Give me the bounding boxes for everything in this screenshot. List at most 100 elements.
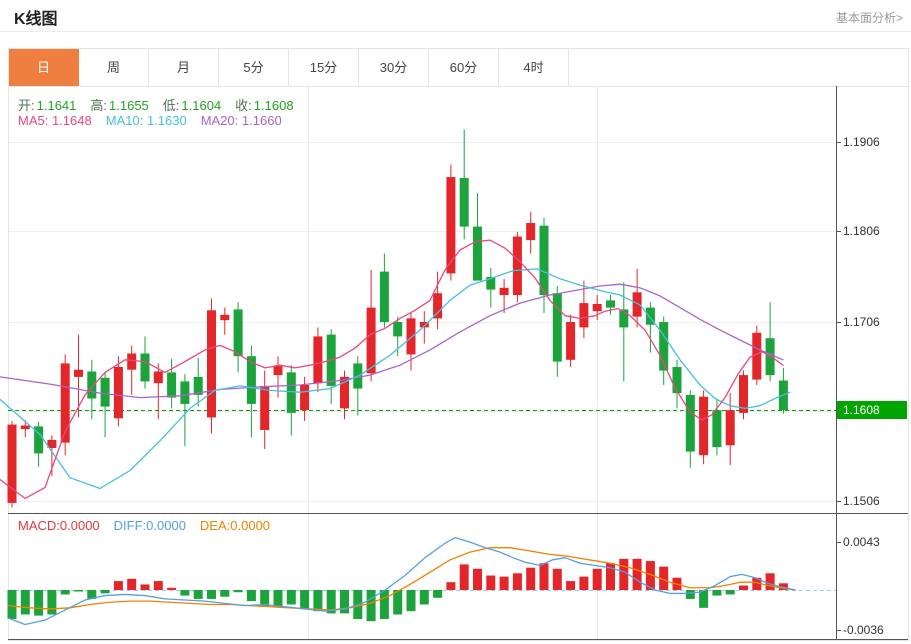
candle-body bbox=[672, 367, 682, 394]
macd-bar bbox=[539, 563, 549, 590]
candle-body bbox=[153, 371, 163, 384]
candle-body bbox=[552, 293, 562, 362]
candle-body bbox=[699, 396, 709, 456]
macd-bar bbox=[459, 564, 469, 590]
candle-body bbox=[419, 322, 429, 328]
macd-value: MACD:0.0000 bbox=[18, 518, 100, 533]
macd-bar bbox=[167, 587, 177, 590]
close-value: 收: 1.1608 bbox=[235, 98, 294, 113]
low-value: 低: 1.1604 bbox=[162, 98, 222, 113]
macd-bar bbox=[340, 590, 349, 614]
tab-day[interactable]: 日 bbox=[9, 49, 79, 86]
fundamental-analysis-link[interactable]: 基本面分析> bbox=[835, 11, 903, 25]
tab-5min[interactable]: 5分 bbox=[219, 49, 289, 86]
macd-bar bbox=[752, 577, 762, 590]
candle-body bbox=[340, 376, 349, 409]
macd-bar bbox=[313, 590, 323, 612]
macd-bar bbox=[300, 590, 310, 609]
candle-body bbox=[100, 377, 110, 407]
macd-bar bbox=[113, 581, 123, 590]
candle-body bbox=[739, 375, 748, 413]
candle-body bbox=[606, 300, 615, 308]
macd-bar bbox=[778, 583, 788, 590]
tab-4hour[interactable]: 4时 bbox=[499, 49, 569, 86]
tab-week[interactable]: 周 bbox=[79, 49, 149, 86]
macd-bar bbox=[286, 590, 296, 605]
ma5-line bbox=[0, 239, 784, 500]
macd-bar bbox=[60, 590, 70, 595]
candle-body bbox=[446, 177, 456, 274]
macd-bar bbox=[7, 590, 17, 619]
macd-bar bbox=[140, 584, 150, 590]
candle-body bbox=[526, 223, 536, 241]
macd-bar bbox=[406, 590, 416, 612]
macd-bar bbox=[499, 576, 509, 590]
ma20-value: MA20: 1.1660 bbox=[200, 113, 282, 128]
candle-body bbox=[632, 292, 642, 317]
candle-body bbox=[113, 367, 123, 419]
tab-60min[interactable]: 60分 bbox=[429, 49, 499, 86]
candle-body bbox=[127, 353, 137, 370]
candle-body bbox=[685, 394, 695, 452]
macd-tick-1: 0.0043 bbox=[843, 535, 880, 549]
candle-body bbox=[752, 332, 762, 380]
candle-body bbox=[539, 225, 549, 295]
candle-body bbox=[207, 310, 216, 418]
macd-bar bbox=[725, 590, 735, 595]
candle-body bbox=[579, 303, 589, 328]
macd-bar bbox=[606, 563, 615, 590]
diff-value: DIFF:0.0000 bbox=[113, 518, 186, 533]
price-tick-4: 1.1506 bbox=[843, 494, 880, 508]
macd-tick-2: -0.0036 bbox=[843, 623, 884, 637]
candle-body bbox=[473, 226, 482, 281]
macd-legend: MACD:0.0000 DIFF:0.0000 DEA:0.0000 bbox=[18, 518, 270, 533]
macd-bar bbox=[273, 590, 283, 607]
macd-bar bbox=[632, 558, 642, 590]
macd-bar bbox=[326, 590, 336, 614]
candle-body bbox=[619, 309, 629, 328]
macd-bar bbox=[712, 590, 722, 596]
candle-body bbox=[233, 309, 243, 357]
candle-body bbox=[47, 439, 57, 448]
macd-bar bbox=[685, 590, 695, 599]
macd-bar bbox=[566, 581, 576, 590]
tab-30min[interactable]: 30分 bbox=[359, 49, 429, 86]
macd-bar bbox=[100, 590, 110, 594]
candle-body bbox=[366, 307, 376, 374]
candle-body bbox=[459, 178, 469, 227]
kline-chart-svg bbox=[0, 86, 909, 641]
dea-value: DEA:0.0000 bbox=[199, 518, 271, 533]
macd-bar bbox=[379, 590, 389, 619]
macd-bar bbox=[180, 590, 190, 596]
macd-bar bbox=[153, 581, 163, 590]
candle-body bbox=[645, 307, 655, 325]
candle-body bbox=[140, 353, 150, 382]
diff-line bbox=[7, 536, 796, 626]
price-tick-1: 1.1906 bbox=[843, 135, 880, 149]
ma20-line bbox=[0, 283, 784, 399]
tab-15min[interactable]: 15分 bbox=[289, 49, 359, 86]
title-divider bbox=[0, 31, 911, 32]
candle-body bbox=[220, 314, 230, 321]
macd-bar bbox=[419, 590, 429, 605]
macd-bar bbox=[699, 590, 709, 608]
candle-body bbox=[406, 318, 416, 355]
candle-body bbox=[7, 424, 17, 503]
tab-month[interactable]: 月 bbox=[149, 49, 219, 86]
macd-bar bbox=[220, 590, 230, 597]
macd-bar bbox=[47, 590, 57, 615]
candle-body bbox=[87, 371, 97, 399]
chart-canvas[interactable] bbox=[0, 86, 911, 644]
macd-bar bbox=[526, 567, 536, 590]
macd-bar bbox=[207, 590, 216, 599]
macd-bar bbox=[433, 590, 443, 598]
price-tick-3: 1.1706 bbox=[843, 315, 880, 329]
macd-bar bbox=[393, 590, 403, 615]
candle-body bbox=[712, 410, 722, 448]
candle-body bbox=[74, 369, 83, 377]
macd-bar bbox=[246, 590, 256, 602]
current-price-badge: 1.1608 bbox=[837, 401, 907, 419]
macd-bar bbox=[87, 590, 97, 599]
candle-body bbox=[273, 366, 283, 376]
chart-border bbox=[8, 86, 909, 641]
